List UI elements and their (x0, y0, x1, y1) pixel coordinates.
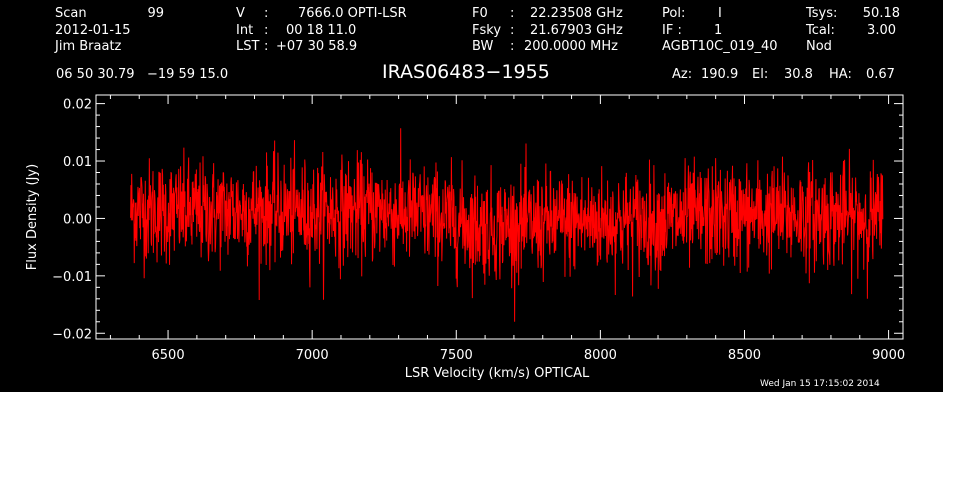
if-label: IF : (662, 23, 682, 38)
sky-freq-value: 21.67903 GHz (530, 23, 623, 38)
sky-freq-sep: : (510, 23, 515, 38)
azimuth-value: 190.9 (701, 67, 739, 82)
x-tick-label: 8000 (584, 348, 617, 363)
y-tick-label: −0.01 (52, 270, 92, 285)
pol-value: I (718, 6, 722, 21)
x-tick-label: 6500 (152, 348, 185, 363)
velocity-value: 7666.0 OPTI-LSR (298, 6, 407, 21)
observer-name: Jim Braatz (55, 39, 122, 54)
if-value: 1 (714, 23, 723, 38)
lst-label: LST (236, 39, 260, 54)
y-tick-label: 0.00 (63, 212, 92, 227)
integration-sep: : (264, 23, 269, 38)
axis-ticks (96, 95, 903, 339)
x-tick-label: 8500 (728, 348, 761, 363)
hour-angle-value: 0.67 (866, 67, 895, 82)
spectrum-series-line (130, 128, 884, 322)
azimuth-label: Az: (672, 67, 693, 82)
scan-number: 99 (147, 6, 164, 21)
lst-value: +07 30 58.9 (276, 39, 358, 54)
bandwidth-sep: : (510, 39, 515, 54)
y-tick-label: −0.02 (52, 327, 92, 342)
bandwidth-value: 200.0000 MHz (524, 39, 618, 54)
source-coordinates: 06 50 30.79 −19 59 15.0 (56, 67, 229, 82)
elevation-label: El: (752, 67, 769, 82)
spectrum-chart: 6500 7000 7500 8000 8500 9000 −0.02 −0.01 0.00 0.… (25, 94, 905, 381)
rest-freq-value: 22.23508 GHz (530, 6, 623, 21)
plot-frame (95, 94, 904, 340)
procedure-name: Nod (806, 39, 832, 54)
velocity-sep: : (264, 6, 269, 21)
velocity-label: V (236, 6, 245, 21)
bandwidth-label: BW (472, 39, 494, 54)
pol-label: Pol: (662, 6, 686, 21)
rest-freq-sep: : (510, 6, 515, 21)
x-tick-label: 7000 (296, 348, 329, 363)
sky-freq-label: Fsky (472, 23, 502, 38)
integration-label: Int (236, 23, 254, 38)
y-axis-label: Flux Density (Jy) (25, 164, 40, 270)
integration-value: 00 18 11.0 (286, 23, 357, 38)
rest-freq-label: F0 (472, 6, 488, 21)
source-name: IRAS06483−1955 (382, 61, 550, 83)
hour-angle-label: HA: (829, 67, 852, 82)
elevation-value: 30.8 (784, 67, 813, 82)
lst-sep: : (264, 39, 269, 54)
scan-label: Scan (55, 6, 87, 21)
tsys-value: 50.18 (862, 6, 900, 21)
x-tick-label: 9000 (872, 348, 905, 363)
plot-timestamp: Wed Jan 15 17:15:02 2014 (760, 379, 880, 389)
tsys-label: Tsys: (806, 6, 838, 21)
tcal-label: Tcal: (806, 23, 835, 38)
x-tick-label: 7500 (440, 348, 473, 363)
project-id: AGBT10C_019_40 (662, 39, 778, 54)
tcal-value: 3.00 (867, 23, 896, 38)
x-axis-label: LSR Velocity (km/s) OPTICAL (405, 366, 590, 381)
y-tick-label: 0.02 (63, 98, 92, 113)
obs-date: 2012-01-15 (55, 23, 131, 38)
y-tick-label: 0.01 (63, 155, 92, 170)
axis-tick-labels: 6500 7000 7500 8000 8500 9000 −0.02 −0.01 0.00 0.… (52, 98, 905, 363)
